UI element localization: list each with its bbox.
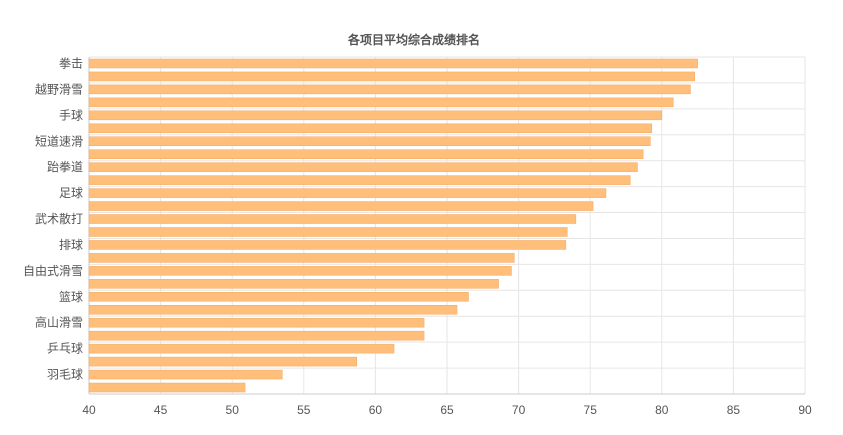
category-label: 排球 [59, 238, 83, 252]
bar [88, 305, 458, 315]
category-label: 跆拳道 [47, 159, 83, 174]
x-tick-label: 40 [82, 403, 96, 417]
category-label: 高山滑雪 [35, 315, 83, 330]
bar [88, 317, 425, 328]
category-label: 短道速滑 [35, 134, 83, 148]
x-tick-label: 70 [512, 403, 526, 417]
bar [88, 279, 499, 289]
bar [88, 175, 631, 185]
bar [88, 292, 469, 302]
bar [88, 162, 638, 172]
x-tick-label: 85 [727, 403, 741, 417]
bar [88, 382, 246, 393]
bar [88, 330, 425, 341]
category-label: 手球 [59, 108, 83, 122]
bar [88, 71, 695, 82]
bar [88, 266, 512, 276]
category-label: 拳击 [59, 55, 83, 70]
bar [88, 356, 358, 367]
bar [88, 84, 691, 95]
category-label: 越野滑雪 [35, 82, 83, 96]
x-tick-label: 75 [584, 403, 598, 417]
bar [88, 253, 515, 263]
category-label: 武术散打 [35, 211, 83, 226]
bar [88, 227, 568, 237]
bar [88, 149, 644, 159]
bar [88, 201, 594, 211]
bar [88, 97, 674, 108]
grid-lines [88, 56, 806, 395]
x-tick-label: 65 [440, 403, 454, 417]
bar [88, 343, 395, 354]
bar [88, 136, 651, 146]
category-label: 羽毛球 [47, 368, 83, 382]
x-tick-label: 90 [798, 403, 812, 417]
bar [88, 123, 653, 134]
bar [88, 58, 698, 69]
bar [88, 188, 607, 198]
x-axis-ticks: 40 45 50 55 60 65 70 75 80 85 90 [82, 403, 812, 417]
category-label: 足球 [59, 186, 83, 200]
x-tick-label: 45 [154, 403, 168, 417]
bar [88, 214, 577, 224]
bars [88, 58, 698, 393]
x-tick-label: 80 [655, 403, 669, 417]
bar [88, 110, 663, 121]
chart-title: 各项目平均综合成绩排名 [347, 32, 480, 47]
category-label: 自由式滑雪 [23, 264, 83, 278]
category-label: 篮球 [59, 289, 83, 304]
category-label: 乒乓球 [47, 342, 83, 356]
bar [88, 240, 567, 250]
x-tick-label: 60 [369, 403, 383, 417]
x-tick-label: 50 [226, 403, 240, 417]
x-tick-label: 55 [297, 403, 311, 417]
bar [88, 369, 283, 380]
